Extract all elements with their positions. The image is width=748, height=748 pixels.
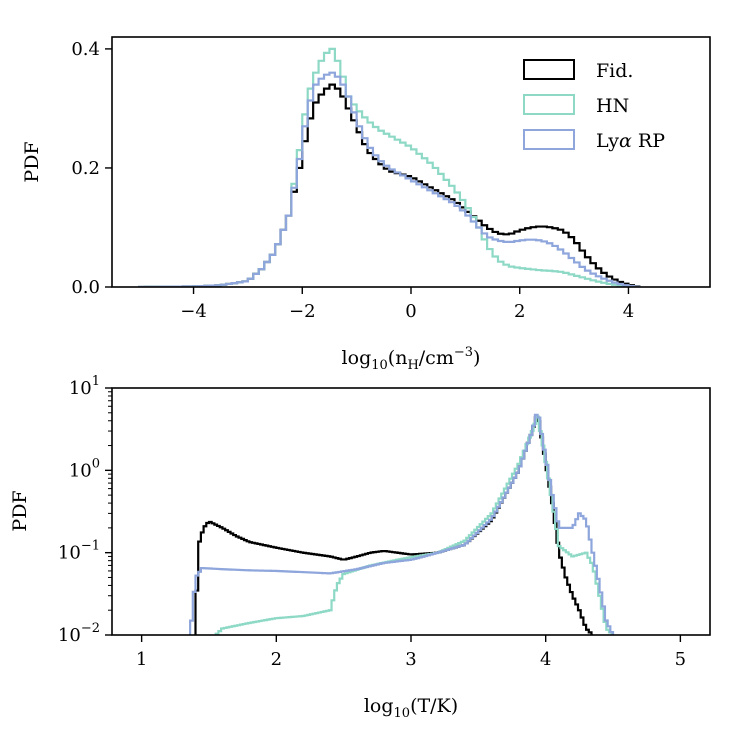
density-y-tick-label: 0.0 [71,277,100,298]
temperature-x-tick-label: 2 [271,649,282,670]
temperature-series-group [189,413,615,635]
temperature-pdf-panel: 1 2 3 4 5 10−2 10−1 100 101 PDF log10(T/K) [9,374,711,721]
legend-label-lya-rp: Lyα RP [596,130,665,152]
temperature-ticks: 1 2 3 4 5 10−2 10−1 100 101 [58,374,686,670]
temperature-y-tick-label: 10−2 [58,621,100,646]
density-x-tick-label: −4 [180,301,207,322]
density-series-group [138,47,641,287]
density-x-tick-label: 2 [514,301,525,322]
temperature-series-ly-rp [189,413,615,635]
density-x-axis-label: log10(nH/cm−3) [342,345,481,373]
density-series-ly-rp [138,71,641,287]
temperature-y-tick-label: 10−1 [58,539,100,564]
temperature-x-tick-label: 5 [675,649,686,670]
density-y-tick-label: 0.2 [71,158,100,179]
density-ticks: −4 −2 0 2 4 0.0 0.2 0.4 [71,39,634,322]
temperature-y-tick-label: 100 [69,456,100,481]
density-y-axis-label: PDF [21,141,43,182]
density-y-tick-label: 0.4 [71,39,100,60]
temperature-x-tick-label: 3 [405,649,416,670]
legend-swatch-fid [523,59,575,80]
temperature-series-hn [214,415,614,635]
temperature-x-tick-label: 1 [136,649,147,670]
legend-label-hn: HN [596,95,629,117]
legend: Fid. HN Lyα RP [523,59,665,152]
temperature-x-axis-label: log10(T/K) [364,695,458,721]
legend-entry-fid: Fid. [523,59,633,82]
density-x-tick-label: −2 [289,301,316,322]
density-x-tick-label: 4 [623,301,634,322]
temperature-x-tick-label: 4 [540,649,551,670]
density-x-tick-label: 0 [405,301,416,322]
legend-entry-hn: HN [523,94,629,117]
density-pdf-panel: −4 −2 0 2 4 0.0 0.2 0.4 PDF log10(nH/cm−3) Fid.… [21,36,711,373]
legend-swatch-hn [523,94,575,115]
temperature-y-axis-label: PDF [9,490,31,531]
legend-label-fid: Fid. [596,60,633,82]
legend-entry-lya-rp: Lyα RP [523,129,665,152]
temperature-y-tick-label: 101 [69,374,100,399]
legend-swatch-lya-rp [523,129,575,150]
